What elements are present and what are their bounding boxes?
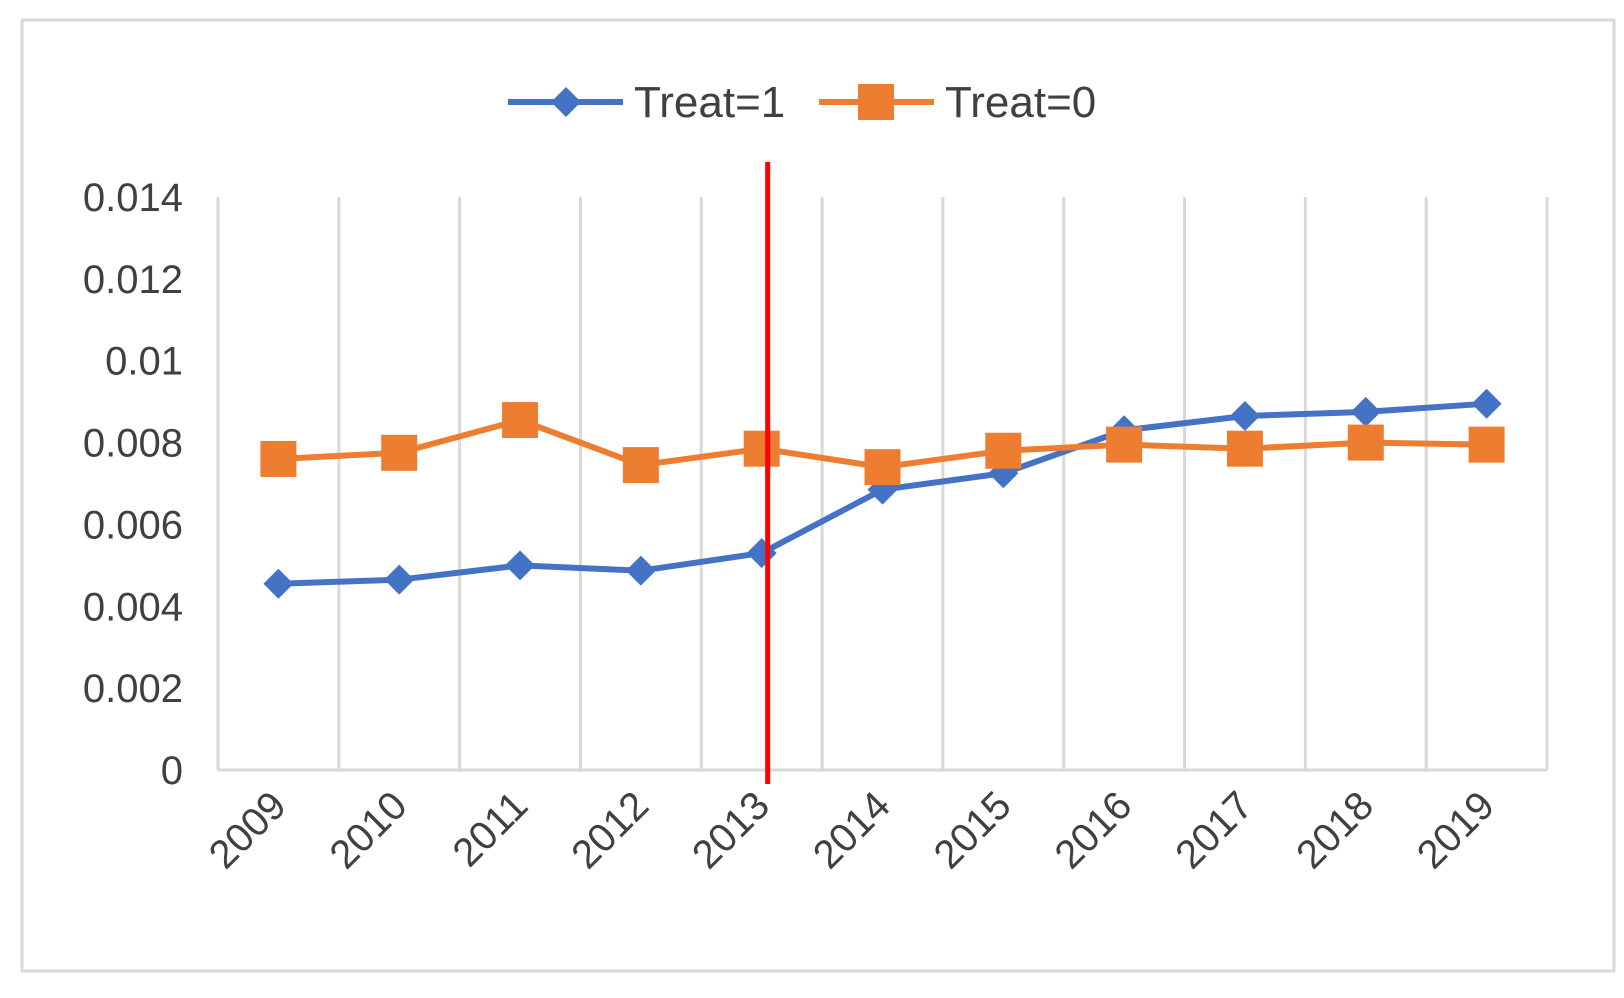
y-tick-label: 0.012 xyxy=(83,258,183,302)
legend-label-treat-0: Treat=0 xyxy=(945,78,1096,127)
y-tick-label: 0.002 xyxy=(83,667,183,711)
data-point-treat-1 xyxy=(1229,400,1260,431)
data-point-treat-0 xyxy=(260,440,297,477)
y-tick-label: 0.01 xyxy=(105,340,183,384)
data-point-treat-1 xyxy=(1350,396,1381,427)
data-point-treat-0 xyxy=(1347,424,1384,461)
grid-layer xyxy=(216,197,1549,770)
y-tick-label: 0.004 xyxy=(83,585,183,629)
data-point-treat-0 xyxy=(1106,426,1143,463)
data-point-treat-0 xyxy=(622,447,659,484)
legend: Treat=1 Treat=0 xyxy=(508,78,1096,127)
y-tick-label: 0.006 xyxy=(83,503,183,547)
data-point-treat-1 xyxy=(1471,388,1502,419)
data-point-treat-0 xyxy=(381,434,418,471)
data-point-treat-1 xyxy=(384,564,415,595)
data-point-treat-0 xyxy=(743,430,780,467)
data-point-treat-0 xyxy=(864,449,901,486)
data-point-treat-1 xyxy=(625,555,656,586)
series-layer xyxy=(260,388,1505,599)
y-tick-label: 0.014 xyxy=(83,176,183,220)
data-point-treat-0 xyxy=(502,402,539,439)
data-point-treat-0 xyxy=(1468,426,1505,463)
data-point-treat-1 xyxy=(505,550,536,581)
y-tick-label: 0 xyxy=(161,749,183,793)
data-point-treat-0 xyxy=(1226,430,1263,467)
data-point-treat-0 xyxy=(985,432,1022,469)
data-point-treat-1 xyxy=(263,568,294,599)
chart-border xyxy=(20,18,1616,973)
y-tick-label: 0.008 xyxy=(83,422,183,466)
legend-marker-treat-0 xyxy=(858,84,894,120)
legend-marker-treat-1 xyxy=(551,87,581,117)
legend-label-treat-1: Treat=1 xyxy=(634,78,785,127)
